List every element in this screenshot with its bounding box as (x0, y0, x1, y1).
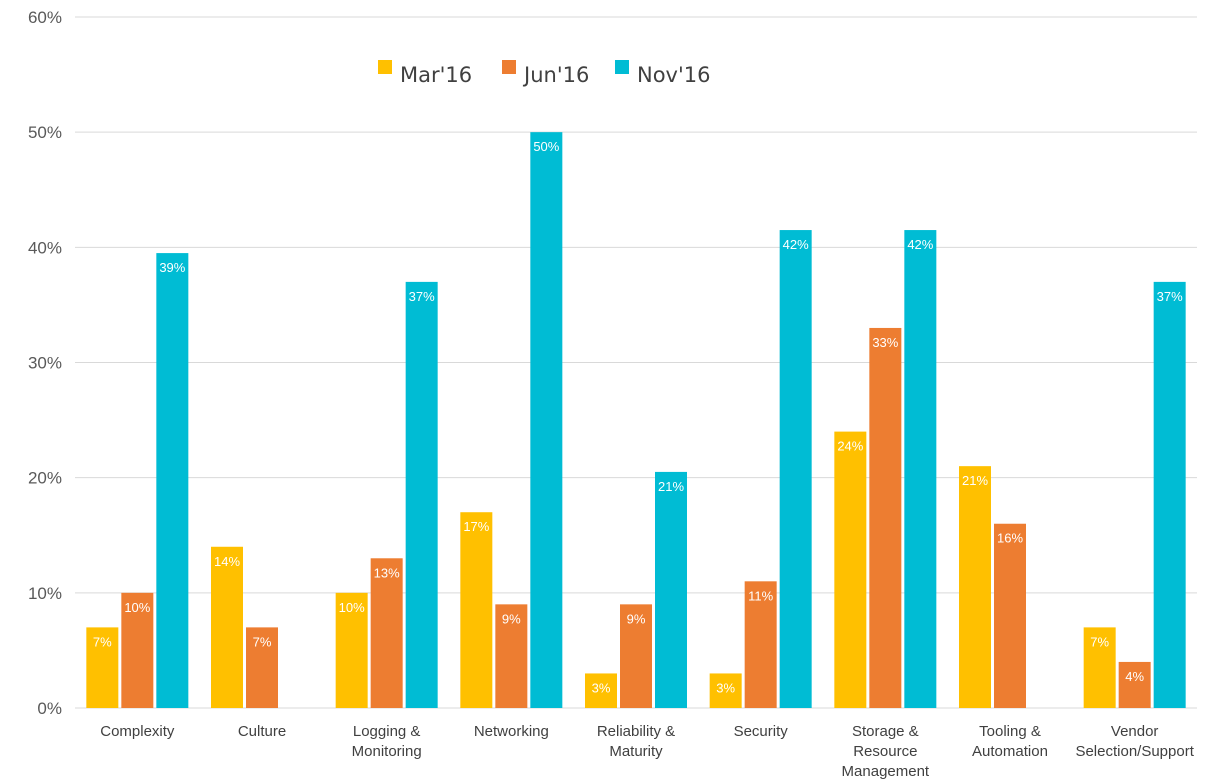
data-label: 50% (533, 139, 559, 154)
data-label: 4% (1125, 669, 1144, 684)
bar (1083, 627, 1116, 708)
y-tick-label: 20% (28, 469, 62, 488)
bar (869, 327, 902, 708)
data-label: 21% (658, 479, 684, 494)
data-label: 9% (502, 611, 521, 626)
bar (370, 558, 403, 708)
data-label: 13% (374, 565, 400, 580)
x-tick-label: Networking (474, 723, 549, 740)
bar (1118, 661, 1151, 708)
data-label: 10% (124, 600, 150, 615)
bar (655, 471, 687, 708)
x-tick-label: Reliability & Maturity (597, 723, 675, 760)
x-tick-label: Storage & Resource Management (842, 723, 930, 780)
x-tick-label: Logging & Monitoring (352, 723, 422, 760)
data-label: 42% (907, 237, 933, 252)
bar (156, 253, 189, 708)
bar (585, 673, 617, 708)
bar (779, 230, 812, 708)
y-tick-label: 30% (28, 354, 62, 373)
data-label: 9% (627, 611, 646, 626)
y-tick-label: 10% (28, 584, 62, 603)
y-tick-label: 0% (37, 699, 62, 718)
legend-label: Jun'16 (522, 63, 589, 87)
legend-label: Nov'16 (637, 63, 710, 87)
bar (744, 581, 777, 708)
x-tick-label: Culture (238, 723, 286, 740)
bar (405, 281, 438, 708)
legend-swatch (378, 60, 392, 74)
bar (959, 466, 991, 708)
bar (904, 230, 937, 708)
data-label: 7% (253, 634, 272, 649)
y-axis: 0% 10% 20% 30% 40% 50% 60% (28, 8, 62, 718)
y-tick-label: 60% (28, 8, 62, 27)
bar (495, 604, 528, 708)
data-label: 21% (962, 473, 988, 488)
data-label: 7% (1090, 634, 1109, 649)
bar (1153, 281, 1186, 708)
bar (246, 627, 278, 708)
x-tick-label: Complexity (100, 723, 175, 740)
data-label: 10% (339, 600, 365, 615)
data-label: 17% (463, 519, 489, 534)
data-label: 24% (837, 439, 863, 454)
gridlines (75, 16, 1197, 709)
bar (530, 132, 563, 708)
data-label: 7% (93, 634, 112, 649)
bar (620, 604, 652, 708)
x-axis: Complexity Culture Logging & Monitoring Netw… (100, 723, 1194, 780)
data-label: 3% (716, 680, 735, 695)
bars: 7% 10% 39% 14% 7% 10% 13% 37% 17% 9% 50% 3% 9% 21% 3% 1… (86, 132, 1186, 708)
legend-swatch (502, 60, 516, 74)
bar (86, 627, 119, 708)
data-label: 42% (783, 237, 809, 252)
data-label: 39% (159, 260, 185, 275)
bar (211, 546, 243, 708)
x-tick-label: Vendor Selection/Support (1075, 723, 1194, 760)
data-label: 16% (997, 531, 1023, 546)
data-label: 37% (1157, 289, 1183, 304)
data-label: 37% (409, 289, 435, 304)
data-label: 11% (748, 588, 773, 603)
legend-label: Mar'16 (400, 63, 472, 87)
bar (994, 523, 1026, 708)
y-tick-label: 40% (28, 238, 62, 257)
legend: Mar'16 Jun'16 Nov'16 (378, 60, 710, 87)
data-label: 33% (872, 335, 898, 350)
bar (834, 431, 867, 708)
data-label: 3% (592, 680, 611, 695)
legend-swatch (615, 60, 629, 74)
x-tick-label: Security (734, 723, 789, 740)
bar (709, 673, 742, 708)
y-tick-label: 50% (28, 123, 62, 142)
bar (460, 512, 493, 708)
bar (335, 592, 368, 708)
data-label: 14% (214, 554, 240, 569)
x-tick-label: Tooling & Automation (972, 723, 1048, 760)
bar (121, 592, 154, 708)
